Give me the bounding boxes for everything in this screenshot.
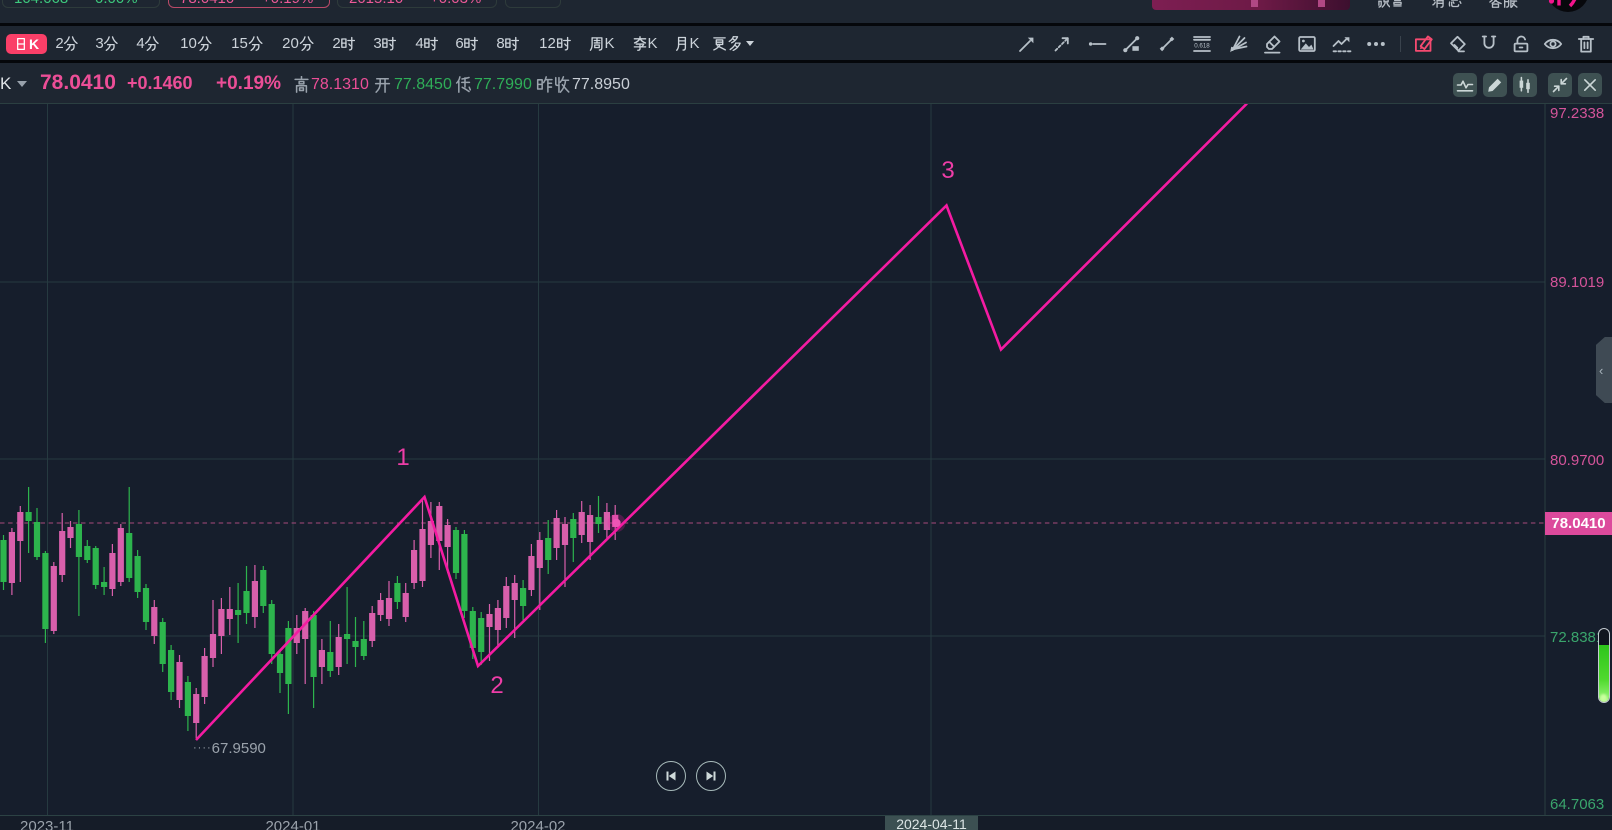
svg-text:0.618: 0.618	[1194, 43, 1210, 50]
